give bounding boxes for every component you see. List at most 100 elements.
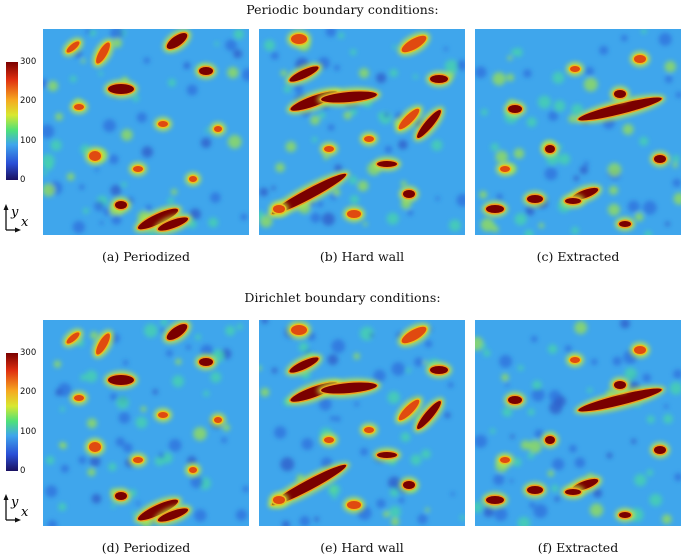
inclusion bbox=[134, 205, 182, 233]
inclusion bbox=[285, 353, 323, 377]
inclusion bbox=[630, 342, 650, 358]
inclusion bbox=[504, 101, 526, 117]
panel-b-hard-wall bbox=[259, 29, 465, 235]
y-axis-label: y bbox=[10, 205, 19, 220]
inclusion bbox=[395, 105, 423, 133]
inclusion bbox=[320, 433, 338, 447]
inclusion bbox=[111, 197, 131, 213]
inclusion bbox=[185, 172, 201, 186]
x-axis-label: x bbox=[21, 505, 29, 520]
colorbar-tick: 0 bbox=[20, 175, 26, 185]
inclusion bbox=[360, 423, 378, 437]
heatmap-d bbox=[43, 320, 249, 526]
caption-a: (a) Periodized bbox=[102, 249, 190, 264]
inclusion bbox=[397, 323, 431, 347]
panel-c-extracted bbox=[475, 29, 681, 235]
periodic-title: Periodic boundary conditions: bbox=[246, 2, 439, 17]
panel-e-hard-wall bbox=[259, 320, 465, 526]
caption-e: (e) Hard wall bbox=[320, 540, 404, 555]
inclusion bbox=[561, 485, 585, 499]
inclusion bbox=[523, 482, 547, 498]
inclusion bbox=[373, 448, 401, 462]
inclusion bbox=[426, 362, 452, 378]
inclusion bbox=[210, 122, 226, 136]
inclusion bbox=[92, 329, 114, 359]
inclusion bbox=[287, 321, 311, 339]
axes-orientation-icon: y x bbox=[2, 200, 36, 236]
inclusion bbox=[62, 328, 84, 348]
inclusion bbox=[287, 30, 311, 48]
inclusion bbox=[615, 217, 635, 231]
inclusion bbox=[154, 117, 172, 131]
inclusion bbox=[154, 213, 192, 235]
heatmap-c bbox=[475, 29, 681, 235]
inclusion bbox=[85, 438, 105, 456]
inclusion bbox=[154, 504, 192, 526]
heatmap-a bbox=[43, 29, 249, 235]
inclusion bbox=[210, 413, 226, 427]
inclusion bbox=[268, 170, 350, 218]
inclusion bbox=[70, 100, 88, 114]
inclusion bbox=[541, 432, 559, 448]
inclusion bbox=[523, 191, 547, 207]
inclusion bbox=[162, 320, 192, 344]
inclusion bbox=[104, 80, 138, 98]
inclusion bbox=[111, 488, 131, 504]
inclusion bbox=[268, 461, 350, 509]
colorbar-tick: 0 bbox=[20, 466, 26, 476]
caption-d: (d) Periodized bbox=[101, 540, 191, 555]
inclusion bbox=[320, 142, 338, 156]
inclusion bbox=[574, 94, 666, 124]
inclusion bbox=[496, 162, 514, 176]
inclusion bbox=[154, 408, 172, 422]
inclusion bbox=[162, 29, 192, 53]
inclusion bbox=[104, 371, 138, 389]
inclusion bbox=[269, 492, 289, 508]
inclusion bbox=[92, 38, 114, 68]
heatmap-b bbox=[259, 29, 465, 235]
inclusion bbox=[195, 354, 217, 370]
inclusion bbox=[504, 392, 526, 408]
inclusion bbox=[70, 391, 88, 405]
inclusion bbox=[317, 87, 381, 107]
colorbar-tick: 200 bbox=[20, 96, 37, 106]
inclusion bbox=[373, 157, 401, 171]
inclusion bbox=[566, 62, 584, 76]
inclusion bbox=[134, 496, 182, 524]
inclusion bbox=[129, 453, 147, 467]
inclusion bbox=[413, 397, 445, 433]
colorbar-tick: 200 bbox=[20, 387, 37, 397]
inclusion bbox=[610, 377, 630, 393]
inclusion bbox=[85, 147, 105, 165]
inclusion bbox=[426, 71, 452, 87]
inclusion bbox=[360, 132, 378, 146]
inclusion bbox=[285, 62, 323, 86]
inclusion bbox=[343, 206, 365, 222]
y-axis-label: y bbox=[10, 495, 19, 510]
inclusion bbox=[561, 194, 585, 208]
inclusion bbox=[650, 442, 670, 458]
caption-c: (c) Extracted bbox=[536, 249, 620, 264]
inclusion bbox=[317, 378, 381, 398]
colorbar-tick: 300 bbox=[20, 57, 37, 67]
inclusion bbox=[615, 508, 635, 522]
inclusion bbox=[129, 162, 147, 176]
inclusion bbox=[610, 86, 630, 102]
inclusion bbox=[399, 477, 419, 493]
heatmap-f bbox=[475, 320, 681, 526]
inclusion bbox=[482, 201, 508, 217]
inclusion bbox=[195, 63, 217, 79]
colorbar-bottom bbox=[6, 353, 18, 471]
caption-b: (b) Hard wall bbox=[319, 249, 405, 264]
caption-f: (f) Extracted bbox=[537, 540, 619, 555]
inclusion bbox=[395, 396, 423, 424]
panel-a-periodized bbox=[43, 29, 249, 235]
panel-d-periodized bbox=[43, 320, 249, 526]
dirichlet-title: Dirichlet boundary conditions: bbox=[244, 290, 441, 305]
inclusion bbox=[566, 353, 584, 367]
inclusion bbox=[269, 201, 289, 217]
inclusion bbox=[62, 37, 84, 57]
heatmap-e bbox=[259, 320, 465, 526]
x-axis-label: x bbox=[21, 215, 29, 230]
inclusion bbox=[185, 463, 201, 477]
